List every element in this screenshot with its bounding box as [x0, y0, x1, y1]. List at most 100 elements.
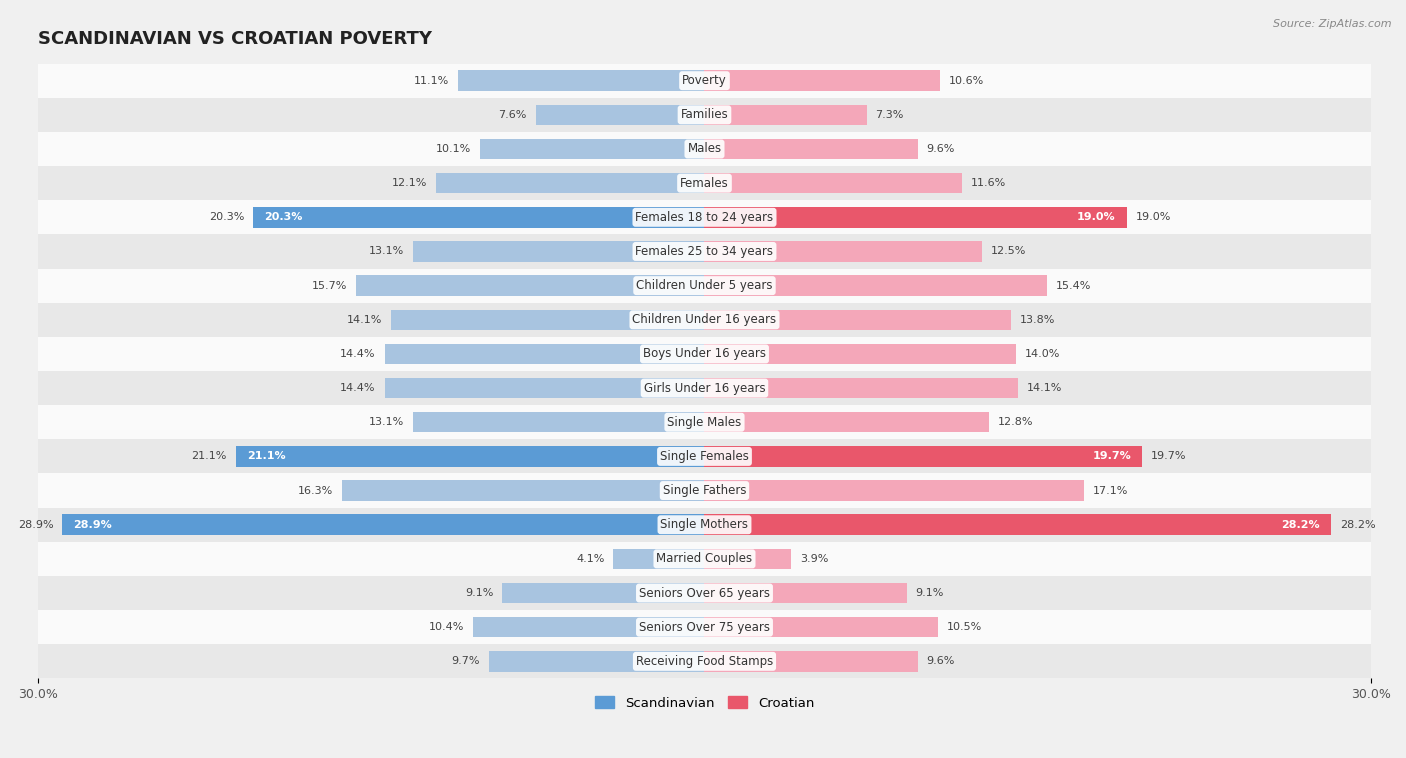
Text: Seniors Over 75 years: Seniors Over 75 years: [638, 621, 770, 634]
Bar: [704, 173, 962, 193]
Text: Seniors Over 65 years: Seniors Over 65 years: [638, 587, 770, 600]
Text: 12.5%: 12.5%: [991, 246, 1026, 256]
Bar: [704, 70, 941, 91]
Text: 16.3%: 16.3%: [298, 486, 333, 496]
Bar: [502, 583, 704, 603]
Bar: [38, 166, 1371, 200]
Text: 14.1%: 14.1%: [1026, 383, 1062, 393]
Text: 28.2%: 28.2%: [1281, 520, 1320, 530]
Bar: [384, 343, 704, 364]
Text: 10.5%: 10.5%: [946, 622, 981, 632]
Text: 17.1%: 17.1%: [1094, 486, 1129, 496]
Bar: [704, 377, 1018, 399]
Bar: [704, 481, 1084, 501]
Bar: [38, 610, 1371, 644]
Text: 19.0%: 19.0%: [1136, 212, 1171, 222]
Bar: [704, 617, 938, 637]
Bar: [356, 275, 704, 296]
Text: 28.2%: 28.2%: [1340, 520, 1375, 530]
Bar: [436, 173, 704, 193]
Text: Females 18 to 24 years: Females 18 to 24 years: [636, 211, 773, 224]
Bar: [38, 64, 1371, 98]
Text: Single Females: Single Females: [659, 450, 749, 463]
Bar: [413, 412, 704, 433]
Bar: [704, 549, 792, 569]
Bar: [704, 275, 1046, 296]
Bar: [38, 474, 1371, 508]
Bar: [479, 139, 704, 159]
Bar: [38, 440, 1371, 474]
Text: 19.7%: 19.7%: [1152, 452, 1187, 462]
Bar: [391, 309, 704, 330]
Bar: [62, 515, 704, 535]
Text: Families: Families: [681, 108, 728, 121]
Bar: [38, 132, 1371, 166]
Bar: [413, 241, 704, 262]
Text: 19.7%: 19.7%: [1092, 452, 1130, 462]
Bar: [38, 302, 1371, 337]
Text: 9.7%: 9.7%: [451, 656, 479, 666]
Text: Receiving Food Stamps: Receiving Food Stamps: [636, 655, 773, 668]
Bar: [704, 446, 1142, 467]
Bar: [704, 343, 1015, 364]
Bar: [38, 576, 1371, 610]
Bar: [253, 207, 704, 227]
Text: 3.9%: 3.9%: [800, 554, 828, 564]
Text: 9.1%: 9.1%: [915, 588, 943, 598]
Text: 20.3%: 20.3%: [264, 212, 302, 222]
Text: 13.8%: 13.8%: [1019, 315, 1056, 324]
Text: 10.1%: 10.1%: [436, 144, 471, 154]
Text: Poverty: Poverty: [682, 74, 727, 87]
Bar: [38, 200, 1371, 234]
Bar: [38, 234, 1371, 268]
Bar: [342, 481, 704, 501]
Text: SCANDINAVIAN VS CROATIAN POVERTY: SCANDINAVIAN VS CROATIAN POVERTY: [38, 30, 432, 49]
Bar: [38, 508, 1371, 542]
Bar: [704, 412, 988, 433]
Bar: [704, 309, 1011, 330]
Bar: [38, 268, 1371, 302]
Bar: [384, 377, 704, 399]
Bar: [38, 337, 1371, 371]
Text: 9.6%: 9.6%: [927, 656, 955, 666]
Text: Boys Under 16 years: Boys Under 16 years: [643, 347, 766, 361]
Text: 13.1%: 13.1%: [370, 246, 405, 256]
Bar: [704, 651, 918, 672]
Text: 28.9%: 28.9%: [73, 520, 112, 530]
Bar: [704, 515, 1331, 535]
Text: Children Under 16 years: Children Under 16 years: [633, 313, 776, 326]
Bar: [38, 406, 1371, 440]
Text: 4.1%: 4.1%: [576, 554, 605, 564]
Text: 21.1%: 21.1%: [247, 452, 285, 462]
Text: 12.1%: 12.1%: [391, 178, 427, 188]
Text: Single Fathers: Single Fathers: [662, 484, 747, 497]
Text: 15.7%: 15.7%: [311, 280, 347, 290]
Text: 20.3%: 20.3%: [209, 212, 245, 222]
Text: 9.6%: 9.6%: [927, 144, 955, 154]
Text: 21.1%: 21.1%: [191, 452, 226, 462]
Text: Girls Under 16 years: Girls Under 16 years: [644, 381, 765, 395]
Text: 9.1%: 9.1%: [465, 588, 494, 598]
Text: 19.0%: 19.0%: [1077, 212, 1115, 222]
Text: 7.3%: 7.3%: [876, 110, 904, 120]
Bar: [704, 105, 866, 125]
Bar: [704, 207, 1126, 227]
Bar: [458, 70, 704, 91]
Text: Children Under 5 years: Children Under 5 years: [637, 279, 773, 292]
Text: Single Males: Single Males: [668, 415, 741, 429]
Bar: [38, 542, 1371, 576]
Bar: [236, 446, 704, 467]
Bar: [38, 98, 1371, 132]
Text: 11.1%: 11.1%: [413, 76, 449, 86]
Bar: [704, 583, 907, 603]
Bar: [38, 371, 1371, 406]
Text: 10.4%: 10.4%: [429, 622, 464, 632]
Text: 15.4%: 15.4%: [1056, 280, 1091, 290]
Bar: [536, 105, 704, 125]
Text: Males: Males: [688, 143, 721, 155]
Text: Females: Females: [681, 177, 728, 190]
Text: 14.1%: 14.1%: [347, 315, 382, 324]
Text: 7.6%: 7.6%: [498, 110, 527, 120]
Text: 12.8%: 12.8%: [998, 417, 1033, 428]
Bar: [489, 651, 704, 672]
